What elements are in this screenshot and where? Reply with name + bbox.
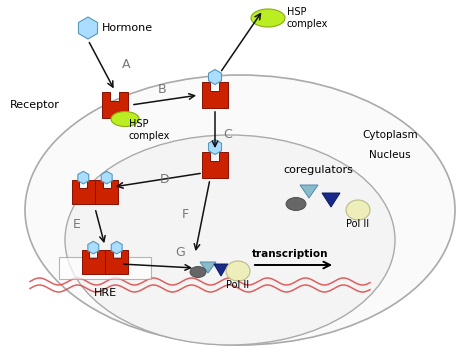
Polygon shape [105, 250, 128, 274]
Polygon shape [214, 264, 228, 276]
Ellipse shape [25, 75, 455, 345]
Polygon shape [79, 17, 98, 39]
Text: E: E [73, 218, 81, 231]
Polygon shape [202, 152, 228, 178]
Polygon shape [88, 241, 99, 254]
Polygon shape [200, 262, 216, 273]
Text: D: D [160, 173, 170, 186]
Polygon shape [202, 82, 228, 108]
Text: B: B [158, 83, 167, 96]
Text: Pol II: Pol II [227, 280, 250, 290]
Text: coregulators: coregulators [283, 165, 353, 175]
Ellipse shape [65, 135, 395, 345]
Text: Pol II: Pol II [346, 219, 370, 229]
Ellipse shape [111, 112, 139, 126]
Ellipse shape [226, 261, 250, 281]
Polygon shape [78, 171, 89, 184]
Text: transcription: transcription [252, 249, 328, 259]
Polygon shape [72, 180, 95, 204]
Text: Nucleus: Nucleus [369, 150, 411, 160]
Text: Receptor: Receptor [10, 100, 60, 110]
Text: Cytoplasm: Cytoplasm [362, 130, 418, 140]
Polygon shape [82, 250, 105, 274]
Polygon shape [209, 69, 221, 84]
Polygon shape [101, 171, 112, 184]
FancyBboxPatch shape [59, 257, 151, 279]
Polygon shape [95, 180, 118, 204]
Text: HRE: HRE [93, 288, 117, 298]
Text: F: F [182, 208, 189, 221]
Text: HSP
complex: HSP complex [287, 7, 328, 29]
Polygon shape [322, 193, 340, 207]
Text: G: G [175, 246, 185, 259]
Text: HSP
complex: HSP complex [129, 119, 170, 140]
Text: C: C [223, 128, 232, 141]
Polygon shape [102, 92, 128, 118]
Text: A: A [122, 58, 130, 71]
Polygon shape [111, 241, 122, 254]
Polygon shape [209, 139, 221, 155]
Ellipse shape [346, 200, 370, 220]
Ellipse shape [190, 266, 206, 277]
Ellipse shape [286, 197, 306, 210]
Ellipse shape [251, 9, 285, 27]
Polygon shape [300, 185, 318, 198]
Text: Hormone: Hormone [102, 23, 153, 33]
